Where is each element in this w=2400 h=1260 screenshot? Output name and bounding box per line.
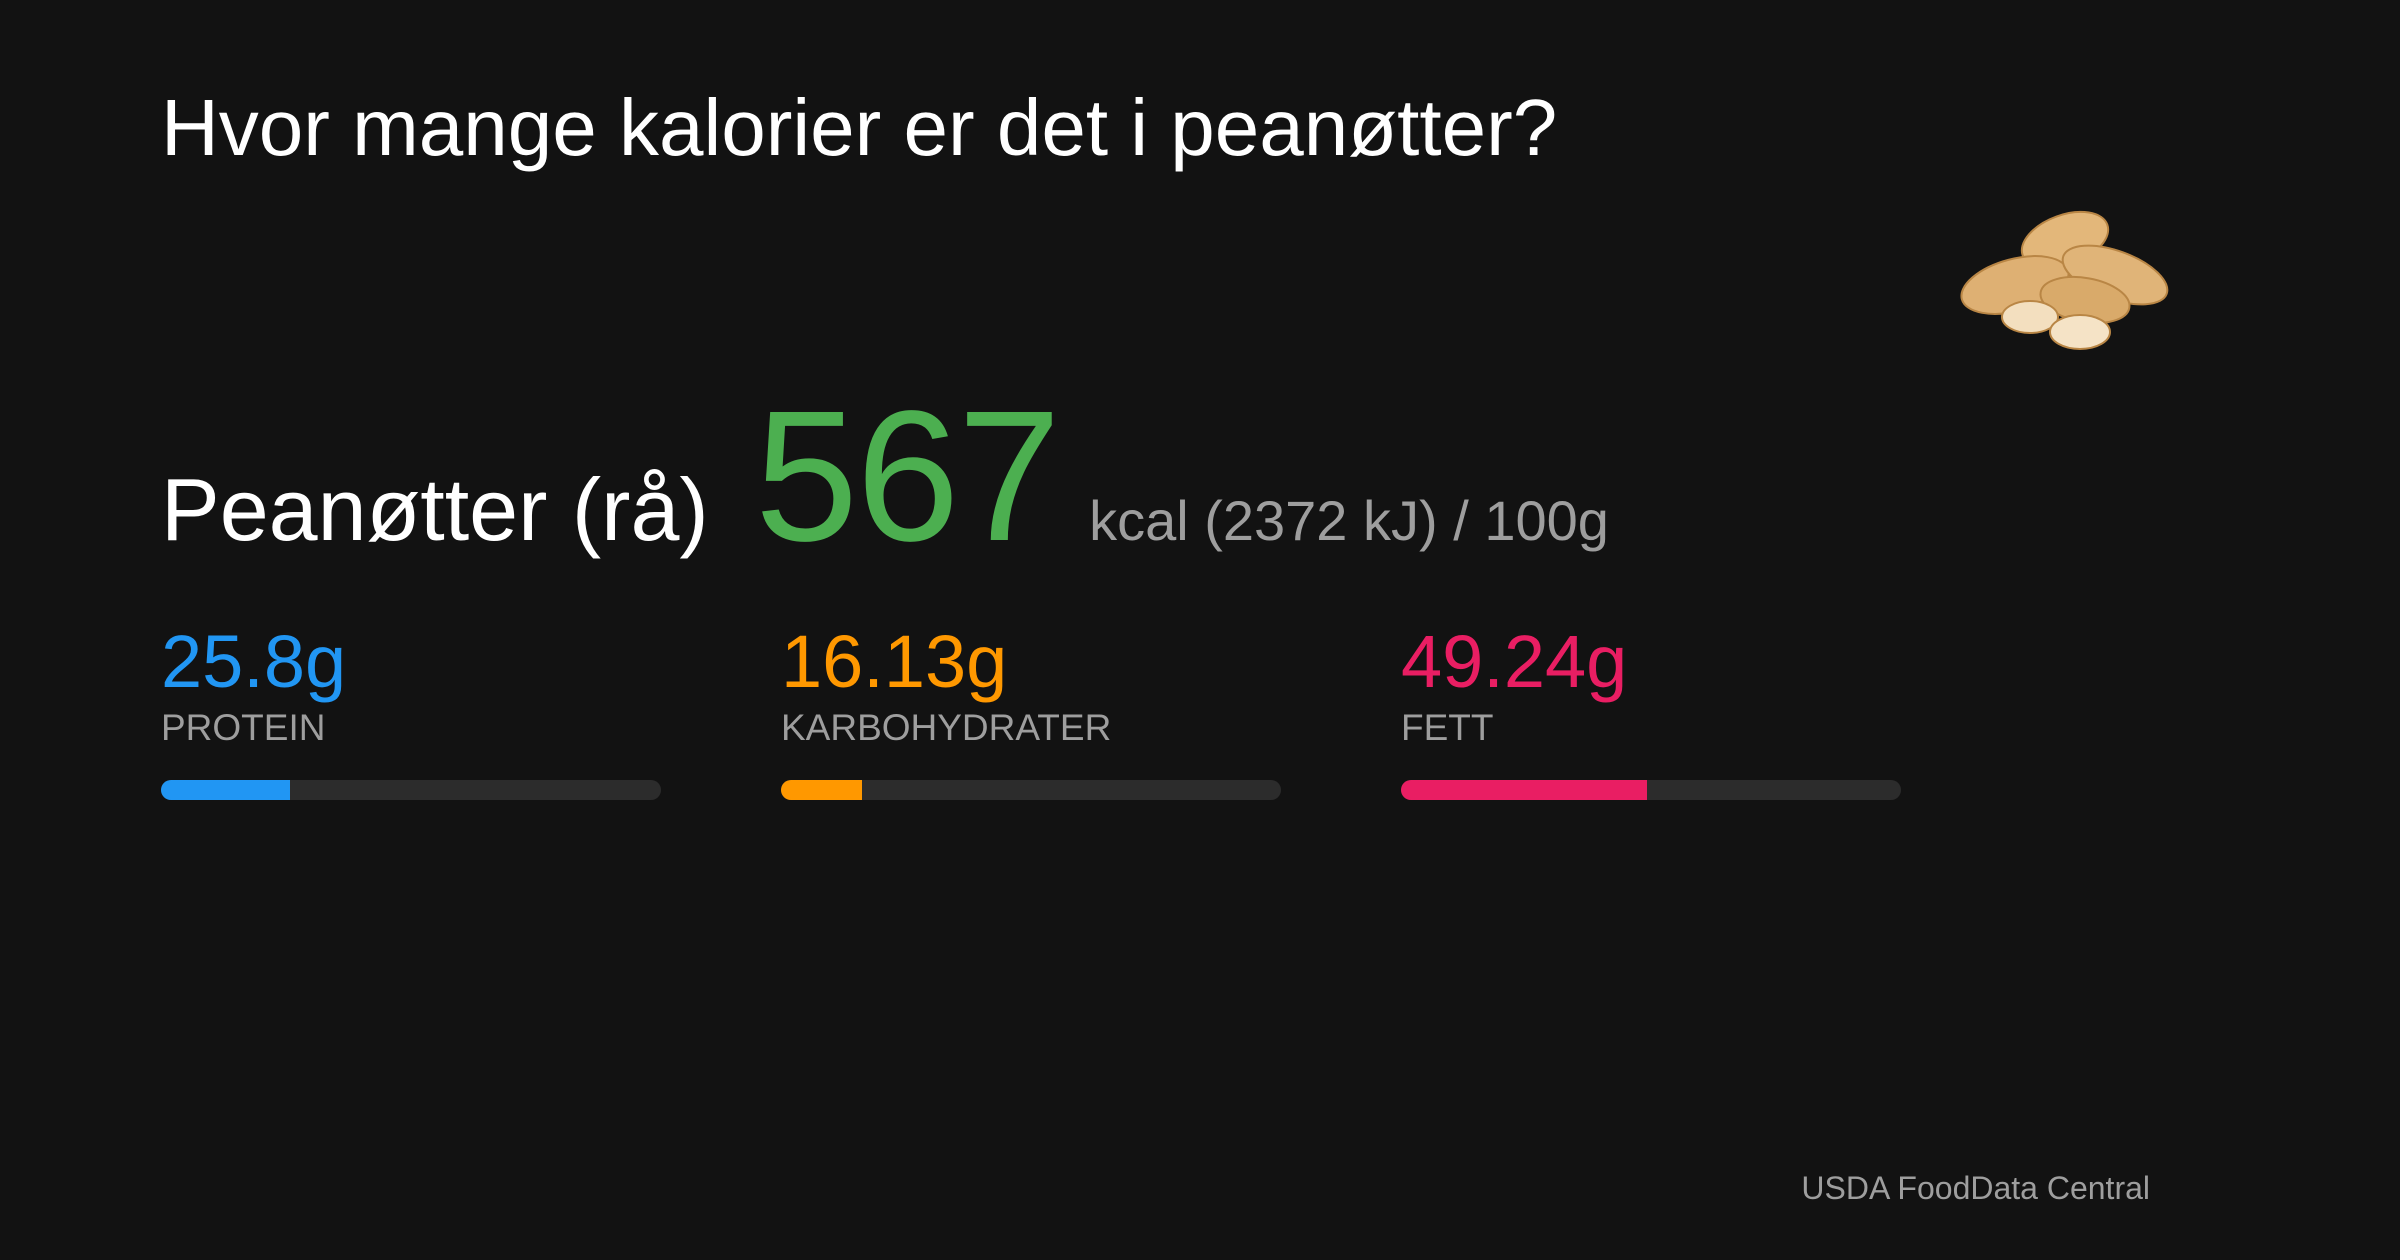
macro-value: 16.13g	[781, 620, 1008, 703]
macro-bar	[1401, 780, 1648, 800]
macro-track	[161, 780, 661, 800]
energy-row: Peanøtter (rå) 567 kcal (2372 kJ) / 100g	[161, 370, 1609, 583]
macro-name: PROTEIN	[161, 707, 326, 748]
title: Hvor mange kalorier er det i peanøtter?	[161, 83, 1558, 172]
food-name: Peanøtter (rå)	[161, 460, 709, 559]
macro-bar	[781, 780, 862, 800]
source: USDA FoodData Central	[1801, 1170, 2150, 1206]
macro-value: 49.24g	[1401, 620, 1628, 703]
macro-track	[781, 780, 1281, 800]
macro: 25.8g PROTEIN	[161, 620, 661, 800]
macro-bar	[161, 780, 290, 800]
kcal-value: 567	[754, 373, 1061, 580]
macro-name: FETT	[1401, 707, 1494, 748]
peanut-icon	[1960, 210, 2169, 350]
macro: 16.13g KARBOHYDRATER	[781, 620, 1281, 800]
macro: 49.24g FETT	[1401, 620, 1901, 800]
macro-value: 25.8g	[161, 620, 347, 703]
macro-name: KARBOHYDRATER	[781, 707, 1112, 748]
kcal-unit: kcal (2372 kJ) / 100g	[1089, 489, 1609, 552]
macro-track	[1401, 780, 1901, 800]
